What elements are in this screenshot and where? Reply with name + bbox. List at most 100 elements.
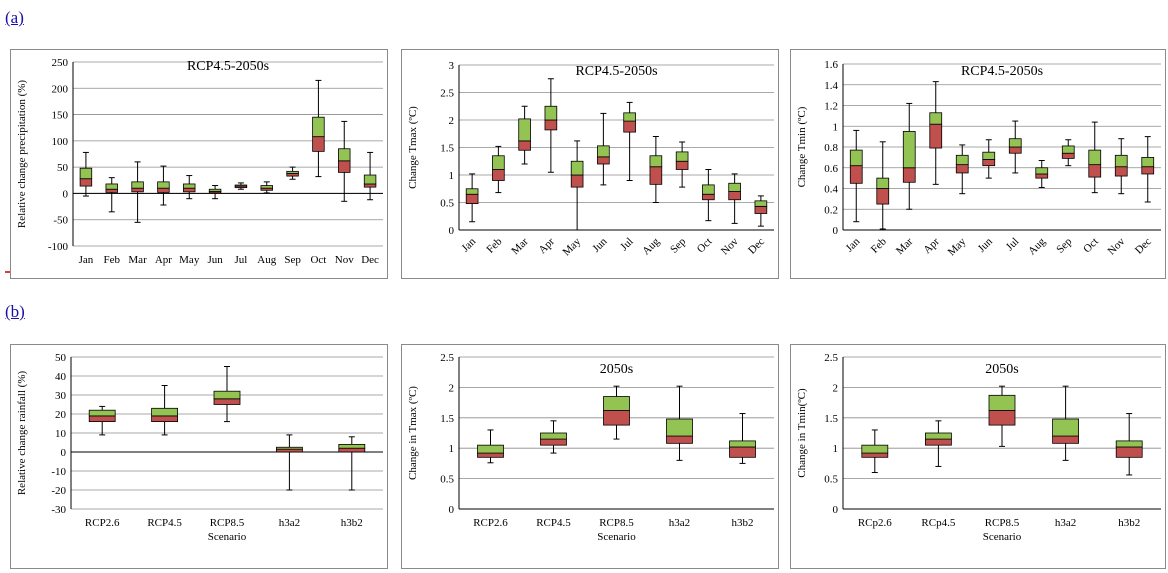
x-tick-label: Dec <box>746 236 767 257</box>
box-upper <box>540 432 567 440</box>
y-axis-label: Change Tmin (ºC) <box>796 106 808 187</box>
x-tick-label: Dec <box>361 254 379 266</box>
y-tick-label: 1 <box>449 443 455 455</box>
y-tick-label: 0 <box>61 447 67 459</box>
x-tick-label: RCp4.5 <box>921 517 955 529</box>
chart-title: RCP4.5-2050s <box>961 64 1043 79</box>
y-tick-label: 100 <box>52 136 69 148</box>
box-upper <box>1114 154 1128 168</box>
x-tick-label: Oct <box>1081 236 1101 256</box>
y-tick-label: 20 <box>55 409 67 421</box>
y-tick-label: 2.5 <box>440 352 454 364</box>
y-tick-label: 10 <box>55 428 67 440</box>
box-lower <box>88 415 116 423</box>
y-tick-label: 250 <box>52 57 69 69</box>
y-tick-label: -30 <box>51 504 66 516</box>
x-tick-label: Jul <box>618 236 636 254</box>
box-lower <box>1035 173 1049 179</box>
y-tick-label: 1.5 <box>440 143 454 155</box>
box-upper <box>1061 145 1075 154</box>
x-tick-label: h3a2 <box>669 517 690 529</box>
box-upper <box>876 177 890 189</box>
panel-label-a[interactable]: (a) <box>5 8 24 27</box>
box-upper <box>363 174 377 185</box>
chart-svg: -30 -20 -10 0 10 20 30 40 50 RCP2.6 RCP4.5 RCP8.5 h3… <box>16 352 383 543</box>
x-tick-label: Oct <box>695 236 715 256</box>
box-lower <box>131 187 144 193</box>
box-lower <box>338 447 366 453</box>
x-tick-label: Jun <box>976 235 996 255</box>
chart-svg: 0 0.5 1 1.5 2 2.5 3 Jan Feb Mar Apr May Jun Jul Aug Sep… <box>407 60 774 258</box>
y-tick-label: 0.2 <box>824 204 838 216</box>
box-upper <box>477 444 504 454</box>
y-tick-label: 50 <box>57 162 69 174</box>
box-lower <box>876 188 890 205</box>
y-tick-label: 1.4 <box>824 80 838 92</box>
box-lower <box>623 120 636 133</box>
box-upper <box>105 183 118 190</box>
y-tick-label: 2.5 <box>440 88 454 100</box>
y-tick-label: 1.6 <box>824 59 838 71</box>
x-tick-label: Apr <box>155 254 172 266</box>
box-upper <box>286 170 299 174</box>
box-lower <box>213 398 241 405</box>
y-tick-label: 0 <box>833 504 839 516</box>
panel-label-b[interactable]: (b) <box>5 302 25 321</box>
chart-precip-monthly: -100 -50 0 50 100 150 200 250 Jan Feb Mar Apr May Jun… <box>10 49 388 279</box>
x-tick-label: May <box>179 254 200 266</box>
box-upper <box>675 151 689 162</box>
x-tick-label: Aug <box>640 235 662 257</box>
box-upper <box>465 188 479 195</box>
box-lower <box>151 415 179 423</box>
y-tick-label: 150 <box>52 110 69 122</box>
y-tick-label: 1 <box>833 443 839 455</box>
y-tick-label: 200 <box>52 83 69 95</box>
x-tick-label: Mar <box>509 235 531 257</box>
box-upper <box>902 131 916 169</box>
box-lower <box>666 435 693 444</box>
box-upper <box>1035 167 1049 175</box>
box-upper <box>338 148 351 162</box>
chart-title: RCP4.5-2050s <box>187 59 269 74</box>
box-upper <box>1115 440 1143 448</box>
box-upper <box>79 167 93 180</box>
box-upper <box>213 390 241 400</box>
box-upper <box>955 154 969 166</box>
chart-tmin-monthly: 0 0.2 0.4 0.6 0.8 1 1.2 1.4 1.6 Jan Feb Mar Apr May Ju… <box>790 49 1166 279</box>
box-upper <box>849 149 863 167</box>
y-tick-label: 1 <box>833 121 839 133</box>
box-upper <box>929 112 943 125</box>
x-tick-label: RCP8.5 <box>985 517 1020 529</box>
x-tick-label: Jan <box>844 235 863 254</box>
chart-svg: 0 0.5 1 1.5 2 2.5 RCP2.6 RCP4.5 RCP8.5 h3a2 h3b2 20… <box>407 352 774 543</box>
y-tick-label: 1.5 <box>824 413 838 425</box>
box-upper <box>623 112 636 122</box>
box-lower <box>603 410 630 426</box>
box-upper <box>570 160 584 176</box>
box-lower <box>465 193 479 204</box>
x-tick-label: RCP4.5 <box>147 517 182 529</box>
box-lower <box>1114 166 1128 177</box>
box-lower <box>492 169 505 181</box>
box-upper <box>666 418 693 437</box>
box-upper <box>208 188 222 192</box>
x-tick-label: Nov <box>335 254 354 266</box>
x-axis-label: Scenario <box>208 531 247 543</box>
box-lower <box>728 191 741 201</box>
x-tick-label: RCP4.5 <box>536 517 571 529</box>
box-lower <box>105 188 118 193</box>
y-axis-label: Change in Tmin(ºC) <box>796 388 808 478</box>
x-tick-label: h3b2 <box>732 517 754 529</box>
box-upper <box>157 181 170 189</box>
box-upper <box>234 184 248 187</box>
box-upper <box>275 446 303 450</box>
y-tick-label: 1.5 <box>440 413 454 425</box>
x-tick-label: h3a2 <box>1055 517 1076 529</box>
y-tick-label: -10 <box>51 466 66 478</box>
x-tick-label: Jan <box>79 254 94 266</box>
y-axis-label: Relative change precipitation (%) <box>16 80 28 228</box>
box-lower <box>544 119 558 131</box>
box-lower <box>157 187 170 193</box>
y-tick-label: 1.2 <box>824 101 838 113</box>
chart-tmax-scenario: 0 0.5 1 1.5 2 2.5 RCP2.6 RCP4.5 RCP8.5 h3a2 h3b2 20… <box>401 344 779 569</box>
